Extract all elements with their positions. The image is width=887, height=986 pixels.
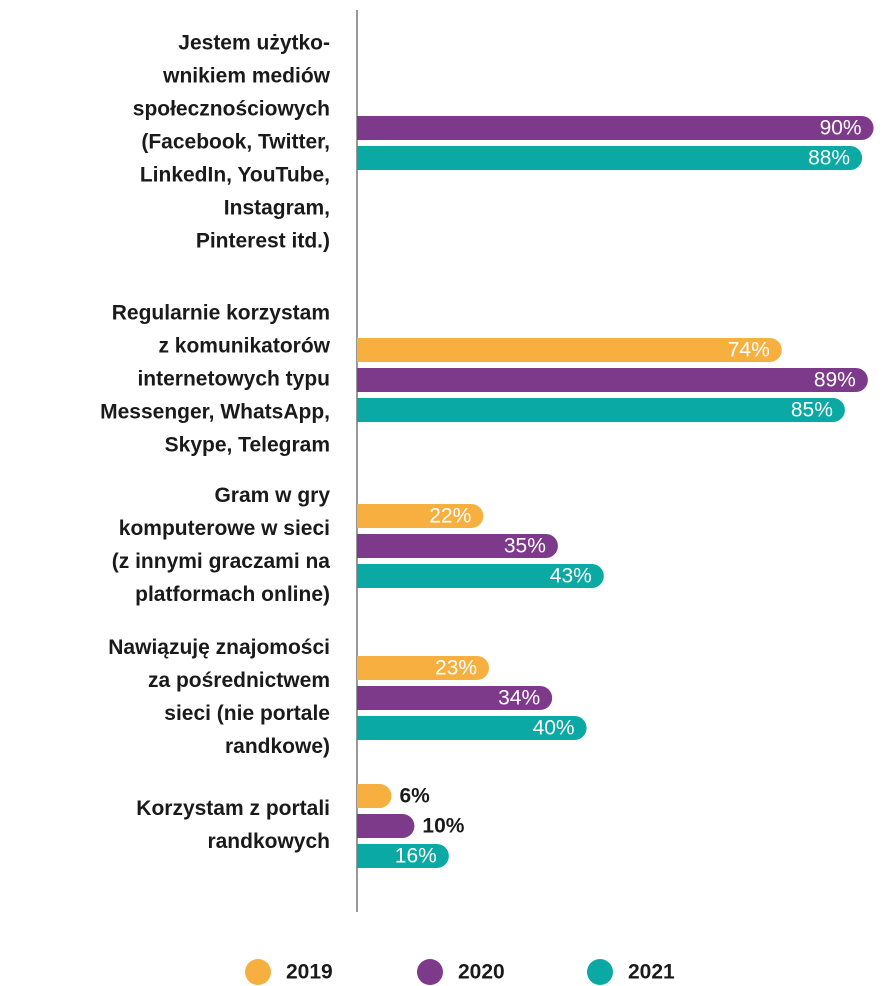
category-label: wnikiem mediów — [162, 65, 331, 88]
category-label: Jestem użytko- — [178, 32, 330, 55]
value-label: 34% — [498, 687, 540, 710]
bar — [357, 146, 863, 170]
category-label: Korzystam z portali — [136, 797, 330, 820]
value-label: 40% — [533, 717, 575, 740]
bar — [357, 784, 392, 808]
category-label: Pinterest itd.) — [196, 230, 330, 253]
value-label: 74% — [728, 339, 770, 362]
bar — [357, 534, 558, 558]
value-label: 23% — [435, 657, 477, 680]
bar — [357, 564, 604, 588]
legend-marker — [417, 959, 443, 985]
legend-label: 2019 — [286, 961, 333, 984]
value-label: 85% — [791, 399, 833, 422]
legend-marker — [245, 959, 271, 985]
category-label: Regularnie korzystam — [112, 302, 330, 325]
legend-marker — [587, 959, 613, 985]
value-label: 89% — [814, 369, 856, 392]
bar — [357, 686, 553, 710]
category-label: sieci (nie portale — [164, 702, 330, 725]
value-label: 22% — [429, 505, 471, 528]
bar — [357, 844, 449, 868]
legend-label: 2020 — [458, 961, 505, 984]
category-label: społecznościowych — [133, 98, 330, 121]
category-label: Instagram, — [224, 197, 330, 220]
category-label: za pośrednictwem — [148, 669, 330, 692]
category-label: Messenger, WhatsApp, — [100, 401, 330, 424]
bar — [357, 656, 490, 680]
value-label: 10% — [422, 815, 464, 838]
category-label: LinkedIn, YouTube, — [140, 164, 330, 187]
bar — [357, 814, 415, 838]
bar — [357, 368, 868, 392]
value-label: 88% — [808, 147, 850, 170]
category-label: (Facebook, Twitter, — [141, 131, 330, 154]
category-label: Skype, Telegram — [165, 434, 330, 457]
legend-label: 2021 — [628, 961, 675, 984]
value-label: 6% — [399, 785, 430, 808]
category-label: randkowych — [207, 830, 330, 853]
bar — [357, 504, 484, 528]
bar — [357, 338, 782, 362]
value-label: 43% — [550, 565, 592, 588]
bar — [357, 716, 587, 740]
category-label: randkowe) — [225, 735, 330, 758]
value-label: 16% — [395, 845, 437, 868]
category-label: Nawiązuję znajomości — [108, 636, 330, 659]
category-label: komputerowe w sieci — [119, 517, 330, 540]
value-label: 90% — [820, 117, 862, 140]
category-label: z komunikatorów — [158, 335, 330, 358]
category-label: (z innymi graczami na — [112, 550, 331, 573]
category-label: internetowych typu — [137, 368, 330, 391]
bar — [357, 398, 845, 422]
category-label: Gram w gry — [214, 484, 330, 507]
value-label: 35% — [504, 535, 546, 558]
bar — [357, 116, 874, 140]
category-label: platformach online) — [135, 583, 330, 606]
